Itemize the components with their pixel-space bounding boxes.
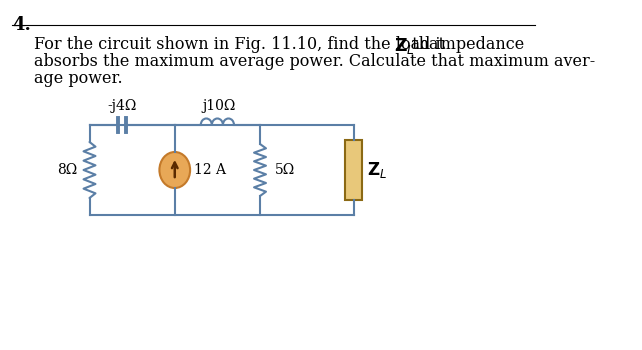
Text: that: that bbox=[406, 36, 445, 53]
Text: -j4Ω: -j4Ω bbox=[107, 99, 137, 113]
Text: 4.: 4. bbox=[12, 16, 31, 34]
Text: absorbs the maximum average power. Calculate that maximum aver-: absorbs the maximum average power. Calcu… bbox=[34, 53, 595, 70]
Bar bbox=[345, 140, 362, 200]
Text: j10Ω: j10Ω bbox=[202, 99, 236, 113]
Text: $\mathbf{Z}_{L}$: $\mathbf{Z}_{L}$ bbox=[367, 160, 387, 180]
Text: age power.: age power. bbox=[34, 70, 123, 87]
Text: 5Ω: 5Ω bbox=[275, 163, 295, 177]
Text: 12 A: 12 A bbox=[193, 163, 225, 177]
Text: 8Ω: 8Ω bbox=[57, 163, 78, 177]
Circle shape bbox=[159, 152, 190, 188]
Text: $\mathbf{Z}_{L}$: $\mathbf{Z}_{L}$ bbox=[394, 36, 415, 56]
Text: For the circuit shown in Fig. 11.10, find the load impedance: For the circuit shown in Fig. 11.10, fin… bbox=[34, 36, 530, 53]
